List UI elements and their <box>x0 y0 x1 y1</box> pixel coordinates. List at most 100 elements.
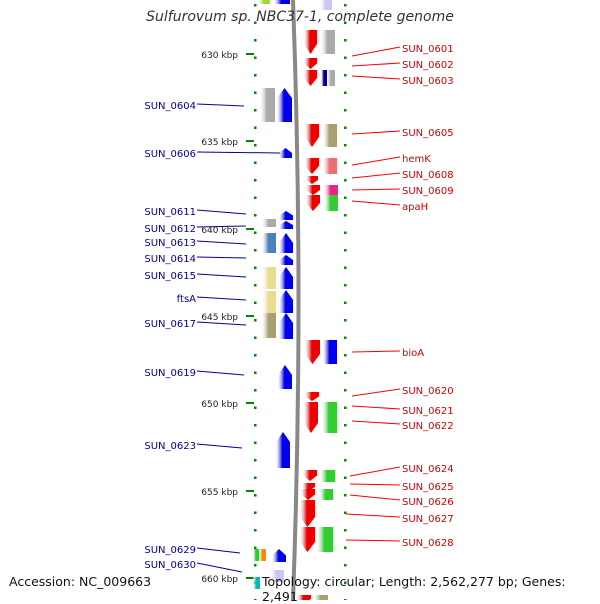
guide-dot <box>254 21 257 24</box>
guide-dot <box>344 476 347 479</box>
leader-line <box>196 209 247 215</box>
gene-arrow <box>304 30 317 54</box>
gene-arrow <box>304 402 318 433</box>
leader-line <box>196 562 243 573</box>
leader-line <box>349 483 401 486</box>
gene-label-reverse: SUN_0606 <box>144 149 196 160</box>
gene-box <box>327 70 335 86</box>
guide-dot <box>344 441 347 444</box>
scale-tick-label: 635 kbp <box>201 138 238 148</box>
guide-dot <box>254 109 257 112</box>
gene-box <box>323 340 337 364</box>
gene-label-reverse: SUN_0614 <box>144 254 196 265</box>
guide-dot <box>344 424 347 427</box>
gene-label-forward: SUN_0601 <box>402 44 454 55</box>
gene-label-forward: apaH <box>402 202 428 213</box>
gene-arrow <box>279 233 293 253</box>
gene-box <box>320 0 332 10</box>
gene-box <box>253 549 259 561</box>
leader-line <box>351 130 401 135</box>
gene-box <box>321 70 327 86</box>
leader-line <box>351 62 401 67</box>
guide-dot <box>254 126 257 129</box>
guide-dot <box>254 249 257 252</box>
guide-dot <box>344 249 347 252</box>
gene-arrow <box>279 267 293 289</box>
gene-label-reverse: ftsA <box>177 294 196 305</box>
guide-dot <box>344 301 347 304</box>
guide-dot <box>254 424 257 427</box>
accession-text: Accession: NC_009663 <box>9 574 152 589</box>
scale-tick-label: 645 kbp <box>201 313 238 323</box>
guide-dot <box>254 564 257 567</box>
gene-arrow <box>279 313 293 339</box>
guide-dot <box>344 196 347 199</box>
guide-dot <box>254 371 257 374</box>
gene-label-forward: SUN_0603 <box>402 76 454 87</box>
gene-arrow <box>306 176 318 184</box>
guide-dot <box>344 336 347 339</box>
guide-dot <box>254 301 257 304</box>
guide-dot <box>254 336 257 339</box>
gene-box <box>259 549 266 561</box>
gene-arrow <box>306 185 320 195</box>
guide-dot <box>254 144 257 147</box>
gene-label-forward: SUN_0625 <box>402 482 454 493</box>
gene-arrow <box>297 595 311 600</box>
gene-box <box>253 577 260 589</box>
scale-tick-label: 630 kbp <box>201 51 238 61</box>
gene-arrow <box>300 500 315 527</box>
gene-box <box>314 595 328 600</box>
leader-line <box>196 273 247 278</box>
guide-dot <box>344 21 347 24</box>
leader-line <box>351 172 401 179</box>
gene-label-reverse: SUN_0604 <box>144 101 196 112</box>
guide-dot <box>344 109 347 112</box>
guide-dot <box>344 511 347 514</box>
guide-dot <box>254 231 257 234</box>
guide-dot <box>254 39 257 42</box>
genome-title: Sulfurovum sp. NBC37-1, complete genome <box>146 9 454 25</box>
gene-arrow <box>279 148 292 158</box>
leader-line <box>196 296 247 301</box>
guide-dot <box>254 529 257 532</box>
guide-dot <box>344 389 347 392</box>
leader-line <box>196 103 245 107</box>
gene-label-forward: hemK <box>402 154 431 165</box>
leader-line <box>196 321 247 326</box>
gene-label-reverse: SUN_0615 <box>144 271 196 282</box>
gene-label-forward: SUN_0624 <box>402 464 454 475</box>
guide-dot <box>254 161 257 164</box>
leader-line <box>196 240 247 245</box>
guide-dot <box>254 546 257 549</box>
leader-line <box>351 350 401 353</box>
gene-label-forward: SUN_0622 <box>402 421 454 432</box>
guide-dot <box>344 581 347 584</box>
gene-arrow <box>277 88 292 122</box>
gene-arrow <box>278 365 292 389</box>
gene-arrow <box>301 489 315 500</box>
guide-dot <box>344 406 347 409</box>
gene-label-forward: SUN_0628 <box>402 538 454 549</box>
scale-tick-label: 660 kbp <box>201 575 238 585</box>
leader-line <box>196 256 247 259</box>
gene-label-reverse: SUN_0623 <box>144 441 196 452</box>
guide-dot <box>254 441 257 444</box>
gene-arrow <box>306 195 320 211</box>
gene-box <box>321 30 335 54</box>
gene-box <box>262 219 276 227</box>
leader-line <box>349 494 401 501</box>
guide-dot <box>344 161 347 164</box>
leader-line <box>351 75 401 80</box>
gene-label-reverse: SUN_0617 <box>144 319 196 330</box>
guide-dot <box>344 56 347 59</box>
gene-label-forward: SUN_0602 <box>402 60 454 71</box>
leader-line <box>196 443 243 449</box>
guide-dot <box>344 494 347 497</box>
guide-dot <box>344 266 347 269</box>
guide-dot <box>344 214 347 217</box>
gene-label-forward: SUN_0627 <box>402 514 454 525</box>
leader-line <box>351 46 401 57</box>
gene-label-reverse: SUN_0630 <box>144 560 196 571</box>
leader-line <box>196 225 247 228</box>
